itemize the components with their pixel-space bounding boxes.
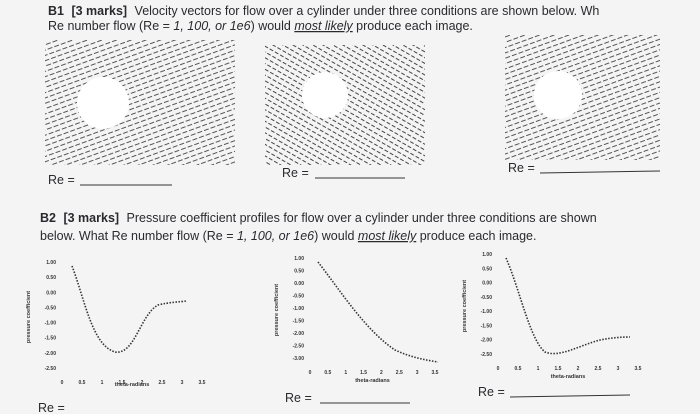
x-tick-label: 2 <box>577 366 580 372</box>
x-tick-label: 3 <box>181 380 184 386</box>
y-tick-label: -1.50 <box>481 323 493 329</box>
b2-options: 1, 100, or 1e6 <box>237 229 314 243</box>
x-axis-label: theta-radians <box>115 382 150 388</box>
x-axis-label: theta-radians <box>355 378 390 384</box>
x-tick-label: 0 <box>497 366 500 372</box>
y-tick-label: 0.00 <box>46 290 56 296</box>
b1-line1: B1 [3 marks] Velocity vectors for flow o… <box>48 4 599 18</box>
b1-text: Re number flow (Re = <box>48 19 173 33</box>
y-tick-label: -2.50 <box>481 352 493 358</box>
answer-label: Re = <box>508 161 535 175</box>
x-tick-label: 2 <box>141 380 144 386</box>
y-tick-label: -0.50 <box>481 295 493 301</box>
b2-text: below. What Re number flow (Re = <box>40 229 237 243</box>
answer-line <box>509 394 631 398</box>
x-tick-label: 1 <box>537 366 540 372</box>
b2-line2: below. What Re number flow (Re = 1, 100,… <box>40 229 536 243</box>
y-tick-label: 0.00 <box>294 281 304 287</box>
x-tick-label: 0.5 <box>79 380 86 386</box>
cp-curve <box>317 261 439 363</box>
y-tick-label: -3.00 <box>293 356 305 362</box>
x-tick-label: 3.5 <box>635 366 642 372</box>
cp-curve <box>71 265 187 353</box>
y-axis-label: pressure coefficient <box>274 284 280 336</box>
vector-field <box>505 35 660 160</box>
x-tick-label: 0.5 <box>324 370 331 376</box>
x-tick-label: 2.5 <box>595 366 602 372</box>
b2-emphasis: most likely <box>358 229 417 243</box>
b1-text: produce each image. <box>353 19 473 33</box>
b2-text: produce each image. <box>416 229 536 243</box>
answer-label: Re = <box>48 173 75 187</box>
x-tick-label: 1.5 <box>360 370 367 376</box>
y-tick-label: 1.00 <box>46 260 56 266</box>
y-tick-label: 0.50 <box>294 269 304 275</box>
y-tick-label: -2.50 <box>293 344 305 350</box>
plots: pressure coefficient1.000.500.00-0.50-1.… <box>26 252 642 388</box>
x-tick-label: 1.5 <box>119 380 126 386</box>
answer-label: Re = <box>282 166 309 180</box>
b2-text: ) would <box>314 229 358 243</box>
cylinder <box>302 72 348 118</box>
b1-marks: [3 marks] <box>71 4 127 18</box>
x-tick-label: 3.5 <box>432 370 439 376</box>
y-tick-label: 1.00 <box>294 256 304 262</box>
b1-line2: Re number flow (Re = 1, 100, or 1e6) wou… <box>48 19 473 33</box>
y-axis-label: pressure coefficient <box>26 291 32 343</box>
b1-label: B1 <box>48 4 64 18</box>
velocity-figure <box>265 45 425 165</box>
answer-label: Re = <box>285 391 312 405</box>
y-tick-label: -1.00 <box>481 309 493 315</box>
b2-marks: [3 marks] <box>63 211 119 225</box>
y-tick-label: -1.50 <box>45 336 57 342</box>
x-tick-label: 3 <box>617 366 620 372</box>
cylinder <box>77 77 129 129</box>
b2-text: Pressure coefficient profiles for flow o… <box>127 211 597 225</box>
y-tick-label: -2.00 <box>45 351 57 357</box>
answer-label: Re = <box>478 385 505 399</box>
x-tick-label: 2 <box>380 370 383 376</box>
answer-label: Re = <box>38 401 65 414</box>
y-tick-label: -1.00 <box>45 321 57 327</box>
y-axis-label: pressure coefficient <box>462 280 468 332</box>
x-tick-label: 3.5 <box>199 380 206 386</box>
y-tick-label: -0.50 <box>293 294 305 300</box>
x-tick-label: 2.5 <box>159 380 166 386</box>
x-tick-label: 3 <box>416 370 419 376</box>
cp-curve <box>505 257 631 355</box>
x-tick-label: 1.5 <box>555 366 562 372</box>
b1-options: 1, 100, or 1e6 <box>173 19 250 33</box>
velocity-figure <box>45 40 235 165</box>
b2-label: B2 <box>40 211 56 225</box>
x-tick-label: 1 <box>344 370 347 376</box>
x-tick-label: 1 <box>101 380 104 386</box>
y-tick-label: -1.00 <box>293 306 305 312</box>
x-tick-label: 0 <box>61 380 64 386</box>
x-tick-label: 0.5 <box>515 366 522 372</box>
y-tick-label: -0.50 <box>45 305 57 311</box>
cylinder <box>534 71 582 119</box>
y-tick-label: 0.00 <box>482 281 492 287</box>
velocity-figure <box>505 35 660 160</box>
b1-emphasis: most likely <box>294 19 353 33</box>
y-tick-label: -2.00 <box>481 338 493 344</box>
y-tick-label: -2.00 <box>293 331 305 337</box>
y-tick-label: 0.50 <box>482 266 492 272</box>
y-tick-label: -1.50 <box>293 319 305 325</box>
y-tick-label: 0.50 <box>46 275 56 281</box>
answer-line <box>539 170 661 174</box>
x-tick-label: 0 <box>309 370 312 376</box>
y-tick-label: 1.00 <box>482 252 492 258</box>
x-tick-label: 2.5 <box>396 370 403 376</box>
x-axis-label: theta-radians <box>551 374 586 380</box>
y-tick-label: -2.50 <box>45 366 57 372</box>
b1-text: Velocity vectors for flow over a cylinde… <box>135 4 600 18</box>
b2-line1: B2 [3 marks] Pressure coefficient profil… <box>40 211 597 225</box>
vector-field <box>45 40 235 165</box>
b1-text: ) would <box>251 19 295 33</box>
